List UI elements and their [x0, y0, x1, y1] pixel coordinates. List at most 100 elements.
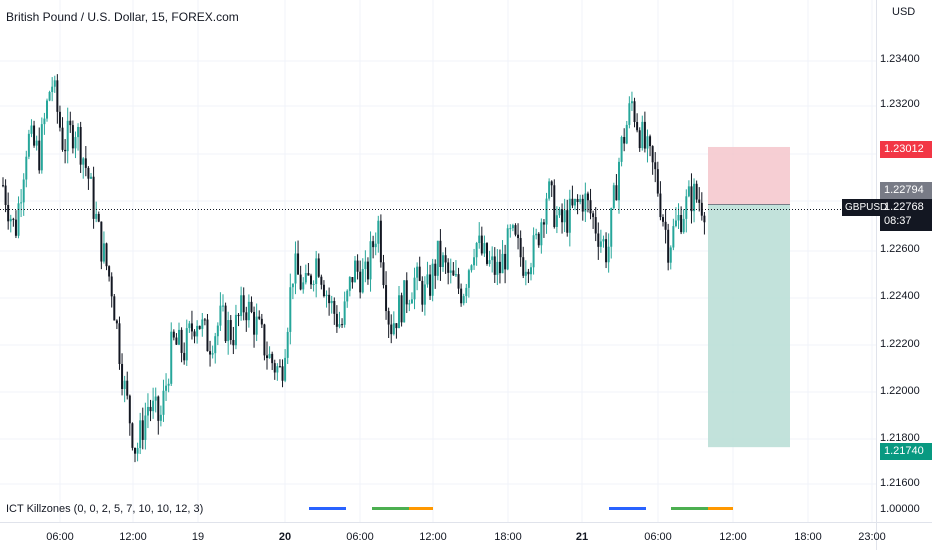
scale-corner[interactable]: [876, 522, 932, 550]
candle-body: [618, 161, 620, 201]
candle-body: [123, 380, 126, 389]
candle-body: [447, 262, 450, 273]
price-tick: 1.00000: [880, 503, 920, 515]
candle-body: [227, 320, 230, 342]
candle-body: [457, 274, 460, 289]
candle-body: [242, 295, 245, 313]
candle-body: [693, 183, 696, 212]
candle-body: [392, 323, 395, 335]
candle-body: [240, 295, 243, 317]
candle-body: [403, 280, 406, 323]
stop-loss-zone[interactable]: [708, 146, 790, 205]
time-scale[interactable]: [0, 522, 876, 550]
candle-body: [12, 218, 15, 220]
candle-body: [496, 261, 499, 275]
candle-body: [271, 353, 274, 364]
killzone-4: [609, 507, 646, 510]
candle-body: [159, 414, 162, 421]
candle-body: [273, 363, 276, 373]
candle-body: [592, 213, 595, 218]
killzone-5: [671, 507, 708, 510]
time-tick: 06:00: [644, 531, 672, 543]
candle-body: [628, 103, 631, 125]
candle-body: [222, 305, 224, 307]
candle-body: [260, 318, 263, 325]
price-tick: 1.21600: [880, 477, 920, 489]
price-tick: 1.21800: [880, 432, 920, 444]
candle-body: [511, 225, 514, 229]
candle-body: [390, 324, 393, 335]
price-scale[interactable]: [876, 0, 932, 522]
indicator-legend[interactable]: ICT Killzones (0, 0, 2, 5, 7, 10, 10, 12…: [6, 503, 204, 515]
candle-body: [491, 256, 494, 261]
price-tick: 1.23400: [880, 53, 920, 65]
candle-body: [317, 258, 320, 277]
candle-body: [263, 324, 266, 356]
candle-body: [178, 329, 180, 345]
candle-body: [198, 325, 201, 329]
take-profit-zone[interactable]: [708, 204, 790, 448]
candle-body: [488, 260, 491, 264]
candle-body: [530, 267, 532, 275]
candle-body: [400, 295, 403, 323]
candle-body: [328, 294, 331, 304]
candle-body: [113, 296, 116, 321]
candle-body: [185, 328, 188, 361]
candle-body: [379, 220, 382, 263]
candle-body: [20, 202, 23, 204]
candle-body: [550, 181, 553, 186]
candle-body: [82, 158, 85, 165]
currency-label[interactable]: USD: [892, 6, 916, 18]
candlestick-chart[interactable]: [0, 0, 876, 522]
candle-body: [602, 239, 605, 242]
candle-body: [462, 296, 465, 304]
time-tick: 12:00: [719, 531, 747, 543]
candle-body: [211, 353, 214, 355]
time-tick: 06:00: [46, 531, 74, 543]
candle-body: [92, 176, 95, 219]
candle-body: [542, 222, 545, 225]
candle-body: [703, 215, 706, 223]
candle-body: [56, 80, 59, 112]
candle-body: [149, 406, 152, 412]
candle-body: [229, 320, 232, 340]
candle-body: [35, 140, 38, 146]
candle-body: [540, 222, 543, 246]
candle-body: [253, 311, 256, 335]
candle-body: [501, 253, 504, 274]
candle-body: [659, 193, 662, 218]
candle-body: [4, 185, 7, 205]
candle-body: [700, 202, 703, 216]
symbol-badge: GBPUSD: [842, 199, 887, 216]
candle-body: [677, 214, 680, 221]
candle-body: [100, 221, 103, 262]
candle-body: [224, 305, 227, 342]
time-tick: 19: [191, 531, 205, 543]
candle-body: [61, 127, 64, 150]
candle-body: [410, 299, 413, 304]
candle-body: [356, 260, 359, 272]
candle-body: [504, 253, 507, 270]
candle-body: [566, 210, 569, 233]
candle-body: [188, 323, 191, 329]
candle-body: [77, 126, 80, 138]
price-tick: 1.23200: [880, 98, 920, 110]
candle-body: [190, 323, 193, 332]
candle-body: [268, 353, 271, 359]
candle-body: [579, 198, 582, 203]
candle-body: [343, 301, 346, 325]
candle-body: [418, 266, 421, 281]
candle-body: [121, 363, 124, 389]
candle-body: [605, 239, 608, 263]
chart-pane[interactable]: British Pound / U.S. Dollar, 15, FOREX.c…: [0, 0, 876, 522]
candle-body: [53, 80, 56, 87]
candle-body: [299, 274, 302, 290]
time-tick: 12:00: [419, 531, 447, 543]
candle-body: [258, 316, 261, 319]
candle-body: [545, 198, 548, 225]
candle-body: [172, 331, 175, 338]
candle-body: [372, 241, 375, 248]
candle-body: [498, 261, 501, 274]
candle-body: [196, 325, 199, 337]
candle-body: [517, 234, 520, 239]
